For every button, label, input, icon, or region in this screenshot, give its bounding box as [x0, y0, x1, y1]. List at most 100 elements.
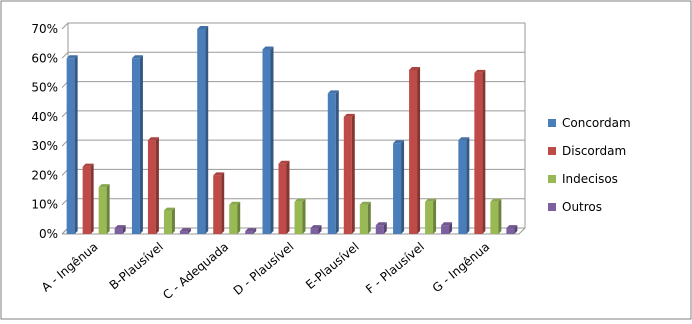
bar-side: [122, 225, 126, 234]
bar-top: [359, 201, 371, 205]
bar-side: [221, 172, 225, 234]
bar-front: [343, 116, 352, 234]
bar-top: [310, 225, 322, 229]
bar-side: [335, 90, 339, 234]
bar-side: [417, 67, 421, 234]
bar: [278, 160, 290, 234]
bar-side: [449, 222, 453, 234]
bar-top: [82, 163, 94, 167]
bar-side: [270, 46, 274, 234]
bar-front: [490, 201, 499, 234]
bar: [66, 55, 78, 235]
bar-side: [514, 225, 518, 234]
bar-top: [229, 201, 241, 205]
legend-swatch: [548, 147, 556, 155]
bar-top: [327, 90, 339, 94]
bar: [425, 198, 437, 234]
bar-top: [409, 67, 421, 70]
legend-swatch: [548, 119, 556, 127]
bar: [458, 137, 470, 234]
bar-side: [205, 26, 209, 234]
bar-top: [147, 137, 159, 141]
bar: [82, 163, 94, 234]
bar-front: [474, 72, 483, 234]
bar-side: [237, 201, 241, 234]
bar-front: [409, 70, 418, 234]
bar: [114, 225, 126, 234]
bar-side: [482, 69, 486, 234]
bar-top: [98, 184, 110, 188]
bar-front: [114, 228, 123, 234]
bar: [310, 225, 322, 234]
bar-front: [425, 201, 434, 234]
bar-front: [66, 58, 75, 235]
bar-front: [458, 140, 467, 234]
bar-front: [294, 201, 303, 234]
bar-front: [393, 143, 402, 234]
bar: [131, 55, 143, 235]
bar: [245, 228, 257, 234]
bar-top: [179, 228, 191, 232]
bar: [197, 26, 209, 234]
bar: [490, 198, 502, 234]
bar-top: [163, 207, 175, 211]
bar-front: [163, 210, 172, 234]
bar-front: [245, 231, 254, 234]
bar: [163, 207, 175, 234]
legend-label: Concordam: [562, 116, 631, 130]
bar-front: [310, 228, 319, 234]
bar-front: [441, 225, 450, 234]
bar-front: [197, 29, 206, 234]
bar: [229, 201, 241, 234]
bar-top: [131, 55, 143, 59]
legend-label: Indecisos: [562, 172, 618, 186]
grid-line: [61, 22, 525, 30]
bar-side: [90, 163, 94, 234]
y-tick-label: 60%: [31, 51, 58, 65]
bar-front: [131, 58, 140, 235]
bar-front: [506, 228, 515, 234]
legend-label: Discordam: [562, 144, 626, 158]
bar: [179, 228, 191, 234]
bar: [147, 137, 159, 234]
bar-top: [375, 222, 387, 226]
bar-side: [351, 113, 355, 234]
bar-side: [466, 137, 470, 234]
bar-front: [147, 140, 156, 234]
y-tick-label: 70%: [31, 22, 58, 36]
bar-side: [155, 137, 159, 234]
y-tick-label: 30%: [31, 139, 58, 153]
bar-top: [114, 225, 126, 229]
y-tick-label: 0%: [39, 227, 58, 241]
bar-front: [359, 204, 368, 234]
bar-top: [458, 137, 470, 141]
bar-top: [490, 198, 502, 202]
bar-top: [294, 198, 306, 202]
bar-top: [441, 222, 453, 226]
bar-front: [262, 49, 271, 234]
bar-side: [74, 55, 78, 235]
bar: [327, 90, 339, 234]
bar-top: [262, 46, 274, 50]
bar-top: [197, 26, 209, 29]
bar-side: [318, 225, 322, 234]
y-tick-label: 10%: [31, 198, 58, 212]
bar-side: [171, 207, 175, 234]
grid-line: [61, 51, 525, 59]
bar-side: [498, 198, 502, 234]
bar-side: [433, 198, 437, 234]
bar-side: [367, 201, 371, 234]
bar-front: [327, 93, 336, 234]
bar: [213, 172, 225, 234]
bar-front: [278, 163, 287, 234]
bar-top: [213, 172, 225, 176]
bar-top: [474, 69, 486, 73]
bar-side: [253, 228, 257, 234]
legend-swatch: [548, 175, 556, 183]
bar-top: [245, 228, 257, 232]
bar-top: [278, 160, 290, 164]
bar-front: [98, 187, 107, 234]
bar-side: [401, 140, 405, 234]
bar: [506, 225, 518, 234]
